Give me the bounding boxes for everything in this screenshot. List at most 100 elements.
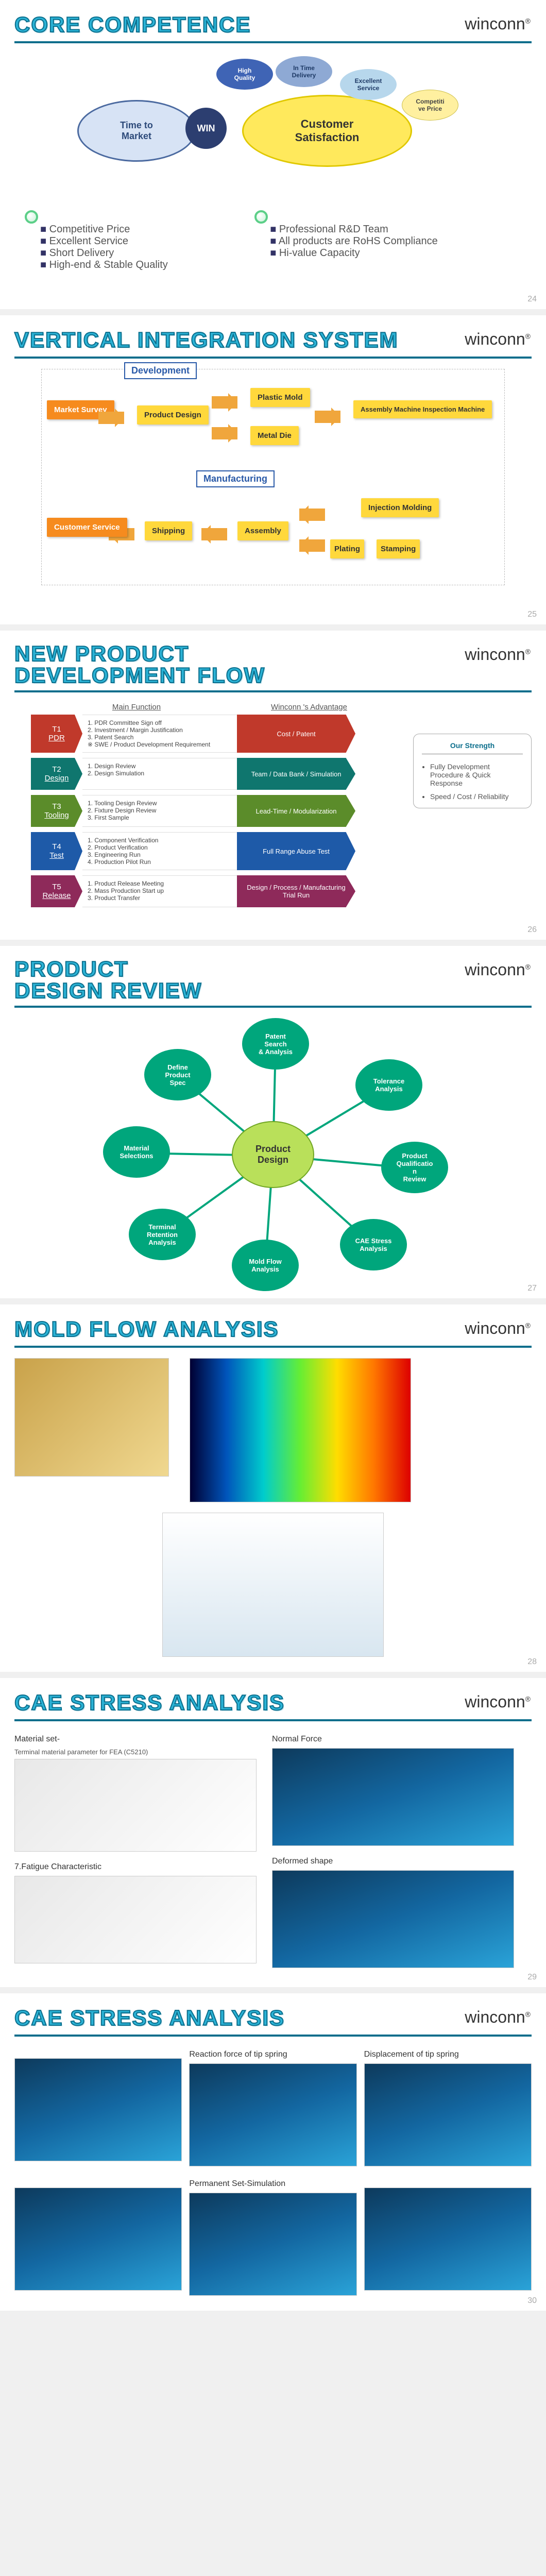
arrow-icon: [212, 427, 237, 439]
slide-title: CAE STRESS ANALYSIS: [14, 2006, 285, 2030]
label-material-sub: Terminal material parameter for FEA (C52…: [14, 1748, 257, 1756]
tag-in-time-delivery: In Time Delivery: [276, 56, 332, 87]
cae-result-image: [364, 2188, 532, 2291]
page-number: 24: [527, 295, 537, 304]
col-header: Winconn 's Advantage: [242, 703, 376, 711]
bullet-item: Short Delivery: [40, 247, 232, 259]
slide-npd-flow: NEW PRODUCT DEVELOPMENT FLOW winconn® Ma…: [0, 631, 546, 940]
radial-node: Patent Search & Analysis: [242, 1018, 309, 1070]
radial-node: Mold Flow Analysis: [232, 1240, 299, 1291]
strength-item: Fully Development Procedure & Quick Resp…: [430, 762, 523, 787]
phase-advantage: Team / Data Bank / Simulation: [237, 758, 355, 790]
label-development: Development: [124, 362, 197, 379]
tag-high-quality: High Quality: [216, 59, 273, 90]
strength-title: Our Strength: [422, 741, 523, 754]
npd-row: T3Tooling1. Tooling Design Review 2. Fix…: [31, 795, 381, 827]
cae-result-image: [189, 2063, 356, 2166]
deformed-shape-image: [272, 1870, 514, 1968]
phase-tag: T5Release: [31, 875, 82, 907]
material-panel: Material set- Terminal material paramete…: [14, 1732, 257, 1971]
slide-product-design-review: PRODUCT DESIGN REVIEW winconn® Product D…: [0, 946, 546, 1298]
title-rule: [14, 1719, 532, 1721]
phase-advantage: Cost / Patent: [237, 715, 355, 753]
npd-table: Main Function Winconn 's Advantage T1PDR…: [31, 703, 381, 912]
label-manufacturing: Manufacturing: [196, 470, 275, 487]
slide-mold-flow: MOLD FLOW ANALYSIS winconn® 28: [0, 1304, 546, 1672]
slide-cae-2: CAE STRESS ANALYSIS winconn® 1Reaction f…: [0, 1993, 546, 2311]
results-panel: Normal Force 1 Deformed shape 2: [272, 1732, 514, 1971]
bullet-item: All products are RoHS Compliance: [270, 235, 462, 247]
slide-title: CAE STRESS ANALYSIS: [14, 1690, 285, 1715]
phase-desc: 1. Component Verification 2. Product Ver…: [82, 832, 237, 870]
arrow-icon: [315, 411, 340, 423]
cae-result-image: [14, 2058, 182, 2161]
radial-node: Tolerance Analysis: [355, 1059, 422, 1111]
phase-desc: 1. PDR Committee Sign off 2. Investment …: [82, 715, 237, 753]
phase-tag: T1PDR: [31, 715, 82, 753]
cae-caption: Permanent Set-Simulation: [189, 2179, 356, 2189]
phase-desc: 1. Tooling Design Review 2. Fixture Desi…: [82, 795, 237, 827]
right-bullet-box: Professional R&D Team All products are R…: [244, 203, 472, 266]
title-rule: [14, 357, 532, 359]
box-shipping: Shipping: [145, 521, 192, 540]
box-assembly: Assembly: [237, 521, 288, 540]
title-rule: [14, 41, 532, 43]
box-assembly-inspection: Assembly Machine Inspection Machine: [353, 400, 492, 418]
phase-desc: 1. Product Release Meeting 2. Mass Produ…: [82, 875, 237, 907]
cae-result-image: [364, 2063, 532, 2166]
npd-row: T4Test1. Component Verification 2. Produ…: [31, 832, 381, 870]
title-rule: [14, 1006, 532, 1008]
material-table-image: [14, 1759, 257, 1852]
tag-excellent-service: Excellent Service: [340, 69, 397, 100]
box-stamping: Stamping: [377, 539, 420, 558]
arrow-icon: [98, 412, 124, 424]
phase-advantage: Full Range Abuse Test: [237, 832, 355, 870]
normal-force-image: [272, 1748, 514, 1846]
radial-node: Material Selections: [103, 1126, 170, 1178]
page-number: 28: [527, 1657, 537, 1667]
radial-node: Product Qualificatio n Review: [381, 1142, 448, 1193]
brand-mark: ®: [525, 16, 531, 25]
hero-diagram: Time to Market WIN Customer Satisfaction…: [41, 54, 505, 188]
radial-node: CAE Stress Analysis: [340, 1219, 407, 1270]
bullet-dot-icon: [254, 210, 268, 224]
ellipse-customer-satisfaction: Customer Satisfaction: [242, 95, 412, 167]
slide-vertical-integration: VERTICAL INTEGRATION SYSTEM winconn® Dev…: [0, 315, 546, 624]
slide-cae-1: CAE STRESS ANALYSIS winconn® Material se…: [0, 1678, 546, 1987]
slide-title: CORE COMPETENCE: [14, 12, 251, 37]
page-number: 26: [527, 925, 537, 935]
box-plating: Plating: [330, 539, 364, 558]
phase-tag: T3Tooling: [31, 795, 82, 827]
phase-desc: 1. Design Review 2. Design Simulation: [82, 758, 237, 790]
box-customer-service: Customer Service: [47, 518, 127, 537]
cae-cell: Permanent Set-Simulation5: [189, 2176, 356, 2298]
cae-cell: 4: [14, 2176, 182, 2298]
cae-caption: Reaction force of tip spring: [189, 2050, 356, 2059]
label-material-set: Material set-: [14, 1735, 257, 1744]
box-product-design: Product Design: [137, 405, 209, 425]
cae-caption: Displacement of tip spring: [364, 2050, 532, 2059]
label-deformed-shape: Deformed shape: [272, 1857, 514, 1866]
cae-cell: 1: [14, 2047, 182, 2169]
strength-panel: Our Strength Fully Development Procedure…: [413, 734, 532, 808]
brand-logo: winconn®: [465, 960, 531, 979]
phase-tag: T4Test: [31, 832, 82, 870]
npd-row: T2Design1. Design Review 2. Design Simul…: [31, 758, 381, 790]
arrow-icon: [299, 539, 325, 552]
bullet-item: Professional R&D Team: [270, 224, 462, 235]
phase-advantage: Design / Process / Manufacturing Trial R…: [237, 875, 355, 907]
title-rule: [14, 2035, 532, 2037]
bullet-item: Competitive Price: [40, 224, 232, 235]
moldflow-result-2: [162, 1513, 384, 1657]
integration-flow: Development Market Survey Product Design…: [41, 369, 505, 585]
arrow-icon: [201, 528, 227, 540]
bullet-dot-icon: [25, 210, 38, 224]
cae-cell: 6: [364, 2176, 532, 2298]
page-number: 27: [527, 1284, 537, 1293]
bullet-item: High-end & Stable Quality: [40, 259, 232, 271]
phase-advantage: Lead-Time / Modularization: [237, 795, 355, 827]
cae-grid: 1Reaction force of tip spring2Displaceme…: [14, 2047, 532, 2298]
brand-logo: winconn®: [465, 330, 531, 349]
page-number: 29: [527, 1973, 537, 1982]
title-rule: [14, 690, 532, 692]
